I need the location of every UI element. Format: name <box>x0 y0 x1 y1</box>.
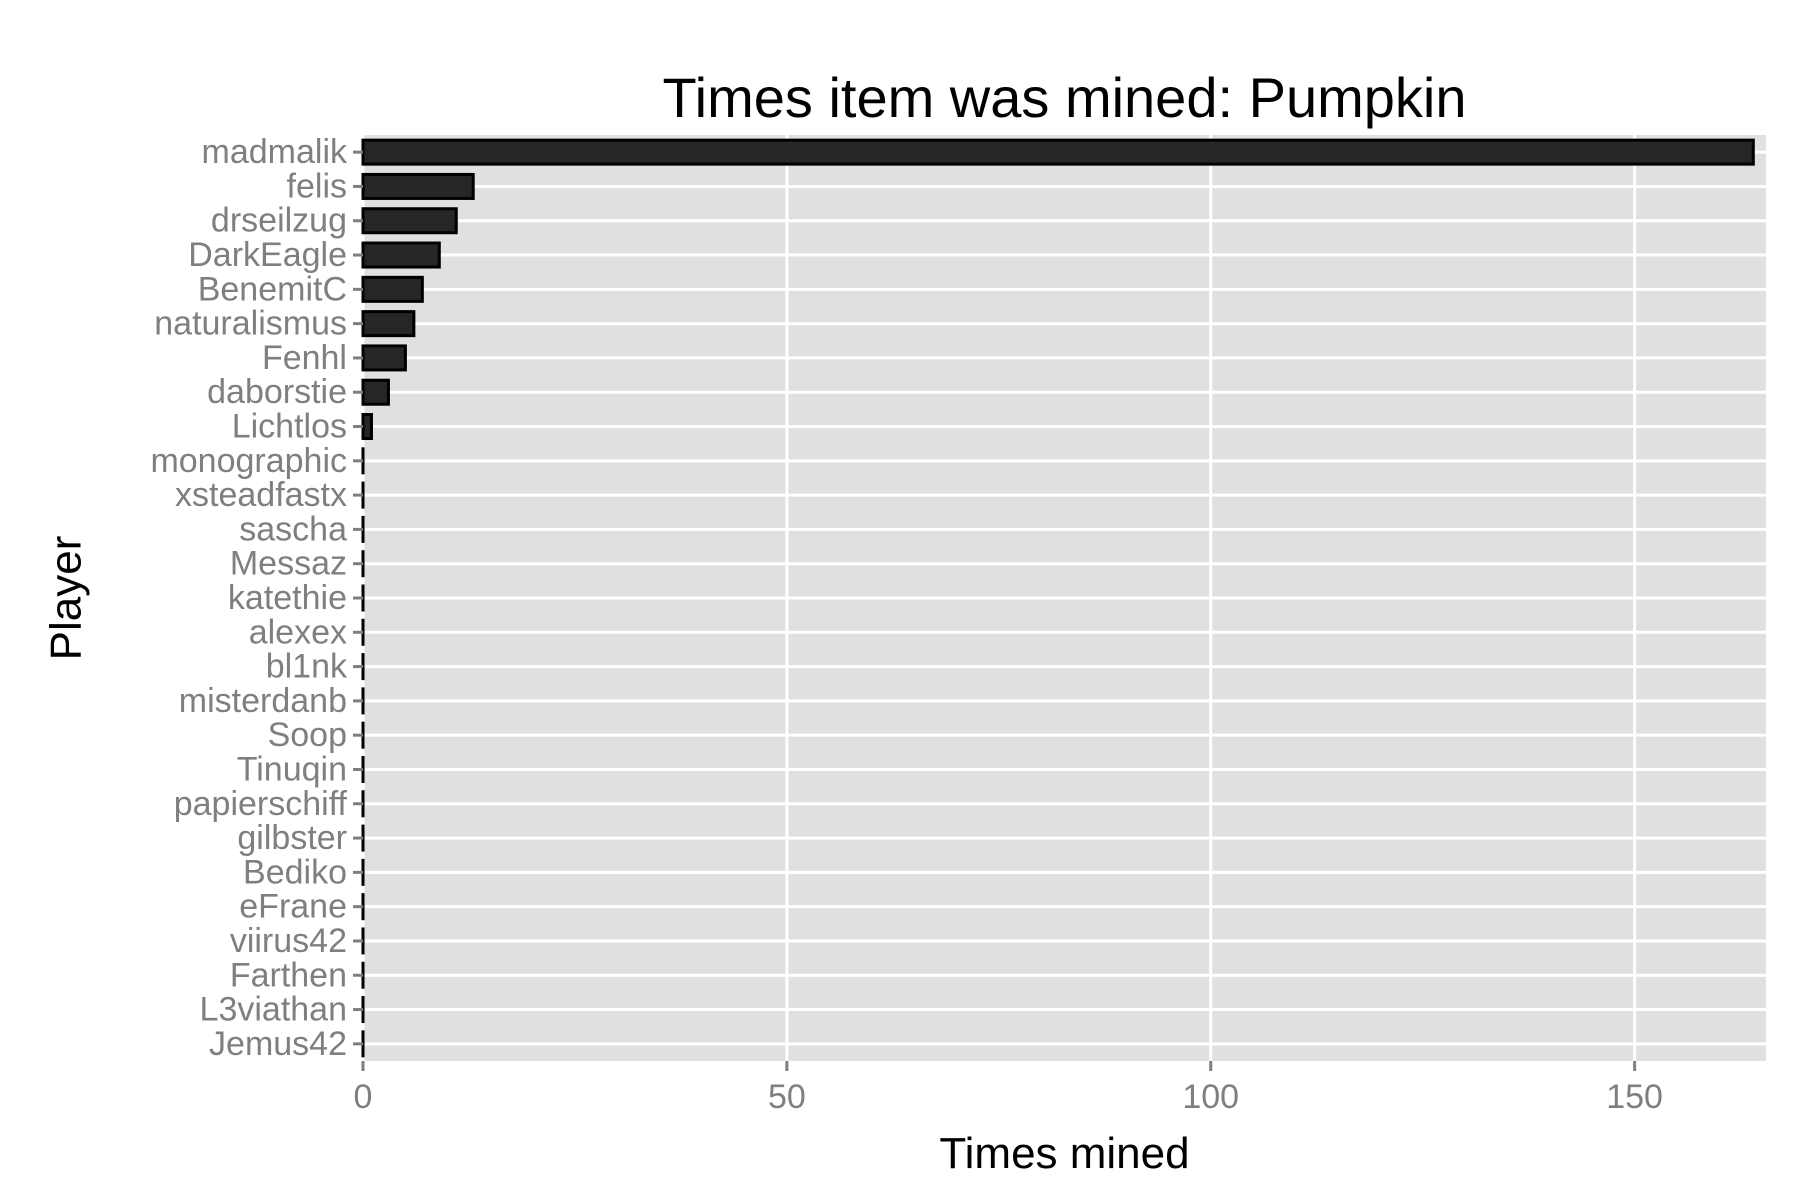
y-tick-label: drseilzug <box>211 202 347 240</box>
y-tick-label: felis <box>287 167 347 205</box>
y-axis: madmalikfelisdrseilzugDarkEagleBenemitCn… <box>150 133 363 1063</box>
x-tick-label: 50 <box>768 1078 806 1116</box>
bar-madmalik <box>361 138 1755 166</box>
bar-naturalismus <box>361 310 416 338</box>
bar-BenemitC <box>361 275 424 303</box>
y-tick-label: Bediko <box>243 853 347 891</box>
bar-daborstie <box>361 378 390 406</box>
y-tick-label: bl1nk <box>266 648 348 686</box>
bars <box>361 138 1755 1058</box>
bar-drseilzug <box>361 207 458 235</box>
y-tick-label: L3viathan <box>200 991 347 1029</box>
y-tick-label: naturalismus <box>154 305 347 343</box>
bar-Fenhl <box>361 344 407 372</box>
y-tick-label: Jemus42 <box>209 1025 347 1063</box>
y-tick-label: misterdanb <box>179 682 347 720</box>
y-tick-label: monographic <box>150 442 347 480</box>
y-tick-label: viirus42 <box>230 922 347 960</box>
x-tick-label: 100 <box>1182 1078 1239 1116</box>
y-tick-label: Farthen <box>230 956 347 994</box>
x-axis-title: Times mined <box>939 1129 1189 1178</box>
y-tick-label: BenemitC <box>198 270 347 308</box>
y-tick-label: DarkEagle <box>188 236 347 274</box>
y-tick-label: sascha <box>239 510 347 548</box>
y-tick-label: Fenhl <box>262 339 347 377</box>
y-tick-label: Lichtlos <box>232 408 347 446</box>
y-tick-label: Tinuqin <box>237 750 347 788</box>
y-tick-label: gilbster <box>237 819 347 857</box>
x-tick-label: 0 <box>354 1078 373 1116</box>
x-axis: 0 50 100 150 <box>354 1061 1663 1116</box>
y-tick-label: Soop <box>268 716 347 754</box>
gridlines <box>361 135 1766 1061</box>
bar-Lichtlos <box>361 413 373 441</box>
y-tick-label: katethie <box>228 579 347 617</box>
y-tick-label: papierschiff <box>174 785 348 823</box>
bar-DarkEagle <box>361 241 441 269</box>
x-tick-label: 150 <box>1606 1078 1663 1116</box>
y-tick-label: Messaz <box>230 545 347 583</box>
y-tick-label: alexex <box>249 613 347 651</box>
y-tick-label: madmalik <box>202 133 348 171</box>
y-axis-title: Player <box>42 536 91 661</box>
y-tick-label: eFrane <box>239 888 347 926</box>
bar-felis <box>361 172 475 200</box>
y-tick-label: xsteadfastx <box>175 476 347 514</box>
chart-title: Times item was mined: Pumpkin <box>663 66 1467 129</box>
y-tick-label: daborstie <box>207 373 347 411</box>
